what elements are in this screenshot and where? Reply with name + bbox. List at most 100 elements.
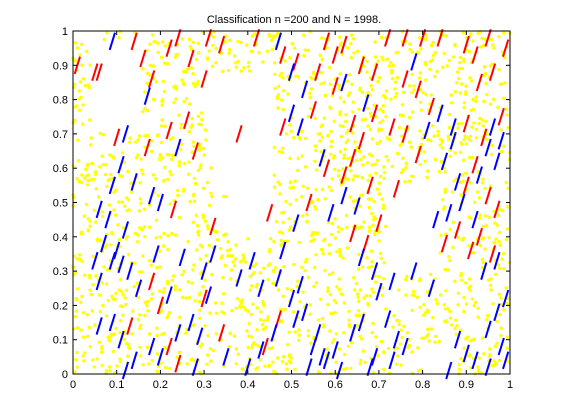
blue-segment — [327, 203, 335, 222]
data-point — [119, 319, 123, 323]
blue-segment — [165, 286, 173, 304]
data-point — [474, 127, 479, 131]
chart-title: Classification n =200 and N = 1998. — [207, 14, 381, 26]
data-point — [205, 362, 209, 366]
data-point — [292, 262, 296, 267]
data-point — [385, 57, 390, 61]
data-point — [109, 332, 114, 336]
data-point — [390, 164, 394, 169]
data-point — [191, 140, 195, 144]
data-point — [445, 64, 449, 68]
red-segment — [414, 80, 422, 99]
x-tick-label: 0.3 — [196, 379, 211, 391]
data-point — [331, 271, 335, 275]
red-segment — [279, 118, 287, 136]
data-point — [205, 224, 210, 228]
data-point — [326, 220, 331, 225]
red-segment — [148, 272, 156, 291]
data-point — [283, 307, 287, 312]
data-point — [123, 204, 127, 208]
data-point — [380, 128, 384, 132]
data-point — [74, 358, 78, 362]
data-point — [330, 340, 335, 345]
data-point — [229, 268, 234, 272]
data-point — [220, 310, 224, 314]
data-point — [327, 252, 332, 256]
data-point — [269, 38, 274, 43]
blue-segment — [117, 255, 125, 274]
data-point — [282, 355, 286, 359]
x-tick-label: 0.2 — [153, 379, 168, 391]
blue-segment — [401, 337, 409, 356]
data-point — [108, 369, 112, 373]
data-point — [342, 331, 346, 335]
data-point — [214, 61, 218, 65]
data-point — [476, 31, 480, 36]
data-point — [259, 317, 263, 322]
data-point — [368, 127, 373, 132]
data-point — [432, 134, 436, 138]
data-point — [284, 362, 289, 366]
data-point — [90, 309, 95, 313]
blue-segment — [113, 241, 121, 260]
data-point — [350, 33, 354, 37]
blue-segment — [497, 337, 505, 356]
data-point — [337, 347, 342, 351]
blue-segment — [292, 310, 300, 328]
data-point — [98, 131, 103, 136]
data-point — [435, 301, 439, 306]
data-point — [84, 202, 89, 207]
data-point — [282, 265, 286, 269]
data-point — [335, 250, 339, 254]
blue-segment — [204, 286, 213, 304]
data-point — [394, 51, 398, 55]
blue-segment — [121, 125, 130, 143]
data-point — [367, 265, 371, 270]
data-point — [491, 302, 495, 306]
data-point — [467, 286, 471, 290]
data-point — [261, 302, 265, 306]
data-point — [215, 238, 220, 242]
data-point — [439, 159, 443, 164]
data-point — [143, 313, 147, 318]
data-point — [215, 311, 219, 315]
data-point — [467, 244, 471, 248]
data-point — [303, 269, 307, 273]
data-point — [338, 43, 343, 47]
data-point — [73, 370, 77, 374]
data-point — [206, 333, 210, 338]
x-tick-label: 0 — [70, 379, 76, 391]
data-point — [337, 277, 341, 281]
data-point — [313, 265, 317, 270]
data-point — [422, 150, 426, 154]
data-point — [427, 339, 431, 343]
data-point — [145, 303, 149, 308]
data-point — [267, 346, 272, 351]
data-point — [196, 114, 201, 119]
data-point — [338, 254, 342, 258]
data-point — [382, 165, 386, 169]
data-point — [170, 278, 175, 282]
blue-segment — [362, 94, 370, 112]
blue-segment — [134, 279, 143, 298]
blue-segment — [353, 197, 361, 215]
data-point — [160, 309, 164, 313]
data-point — [96, 195, 101, 199]
data-point — [94, 172, 98, 176]
data-point — [433, 340, 437, 344]
data-point — [357, 267, 361, 271]
data-point — [241, 305, 246, 309]
data-point — [316, 132, 320, 136]
data-point — [408, 47, 412, 52]
blue-segment — [475, 166, 483, 184]
data-point — [201, 285, 205, 289]
data-point — [105, 243, 109, 247]
data-point — [271, 281, 275, 286]
data-point — [348, 325, 352, 329]
data-point — [139, 201, 143, 205]
blue-segment — [471, 351, 479, 370]
x-tick-label: 0.4 — [240, 379, 255, 391]
data-point — [197, 300, 202, 304]
data-point — [323, 93, 328, 98]
data-point — [476, 315, 480, 319]
